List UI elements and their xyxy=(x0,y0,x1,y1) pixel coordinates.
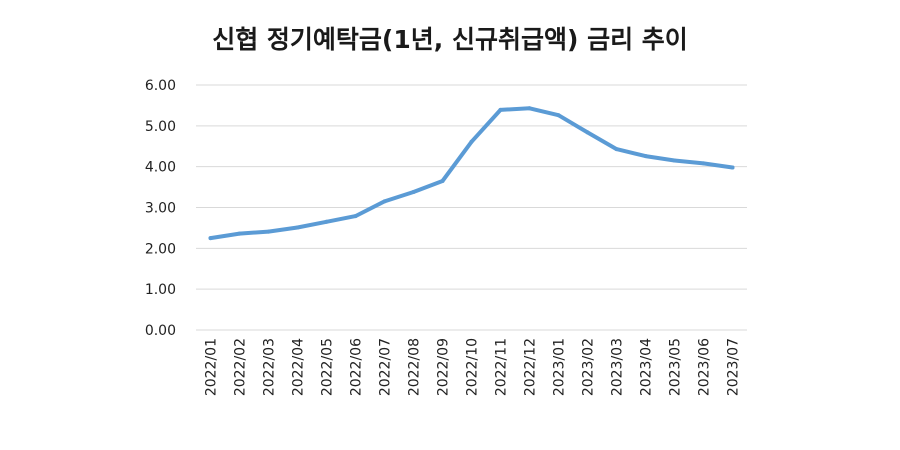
data-point xyxy=(672,158,677,163)
data-point xyxy=(266,229,271,234)
y-axis-ticks: 0.00 1.00 2.00 3.00 4.00 5.00 6.00 xyxy=(145,78,176,339)
x-tick-label: 2022/08 xyxy=(407,338,423,396)
data-point xyxy=(208,236,213,241)
x-tick-label: 2022/12 xyxy=(523,338,539,396)
x-axis-ticks: 2022/01 2022/02 2022/03 2022/04 2022/05 2022/… xyxy=(204,338,742,396)
data-point xyxy=(701,161,706,166)
data-point xyxy=(498,107,503,112)
x-tick-label: 2022/03 xyxy=(262,338,278,396)
data-point xyxy=(295,225,300,230)
data-point xyxy=(614,147,619,152)
data-point xyxy=(469,139,474,144)
x-tick-label: 2022/09 xyxy=(436,338,452,396)
x-tick-label: 2023/06 xyxy=(697,338,713,396)
data-point xyxy=(440,178,445,183)
x-tick-label: 2022/01 xyxy=(204,338,220,396)
x-tick-label: 2023/01 xyxy=(552,338,568,396)
y-tick-label: 3.00 xyxy=(145,201,176,217)
gridlines xyxy=(196,84,747,331)
x-tick-label: 2022/04 xyxy=(291,338,307,396)
data-point xyxy=(382,199,387,204)
data-point xyxy=(643,154,648,159)
x-tick-label: 2023/05 xyxy=(668,338,684,396)
data-point xyxy=(324,219,329,224)
x-tick-label: 2022/10 xyxy=(465,338,481,396)
y-tick-label: 4.00 xyxy=(145,160,176,176)
chart-title: 신협 정기예탁금(1년, 신규취급액) 금리 추이 xyxy=(212,25,688,54)
x-tick-label: 2023/07 xyxy=(726,338,742,396)
data-point xyxy=(237,231,242,236)
data-point xyxy=(730,165,735,170)
y-tick-label: 2.00 xyxy=(145,241,176,257)
x-tick-label: 2022/02 xyxy=(233,338,249,396)
data-point xyxy=(585,130,590,135)
data-point xyxy=(556,113,561,118)
x-tick-label: 2023/04 xyxy=(639,338,655,396)
x-tick-label: 2022/11 xyxy=(494,338,510,396)
data-point xyxy=(411,189,416,194)
x-tick-label: 2022/05 xyxy=(320,338,336,396)
series-layer xyxy=(208,106,735,241)
y-tick-label: 0.00 xyxy=(145,323,176,339)
x-tick-label: 2022/06 xyxy=(349,338,365,396)
data-point xyxy=(353,214,358,219)
series-line xyxy=(208,106,735,241)
x-tick-label: 2023/02 xyxy=(581,338,597,396)
y-tick-label: 1.00 xyxy=(145,282,176,298)
x-tick-label: 2022/07 xyxy=(378,338,394,396)
x-tick-label: 2023/03 xyxy=(610,338,626,396)
y-tick-label: 6.00 xyxy=(145,78,176,94)
y-tick-label: 5.00 xyxy=(145,119,176,135)
data-point xyxy=(527,106,532,111)
